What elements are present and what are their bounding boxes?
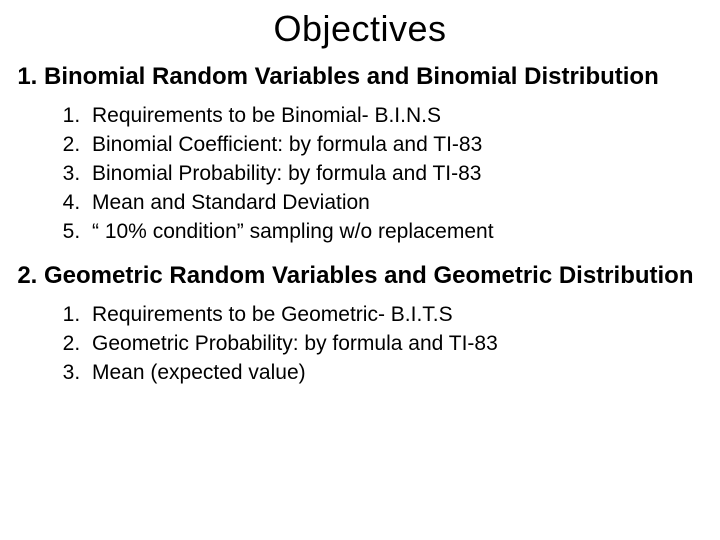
section-2: Geometric Random Variables and Geometric… xyxy=(44,261,708,388)
list-item: Requirements to be Binomial- B.I.N.S xyxy=(86,102,708,131)
section-1: Binomial Random Variables and Binomial D… xyxy=(44,62,708,247)
section-2-heading: Geometric Random Variables and Geometric… xyxy=(44,261,708,291)
section-1-heading: Binomial Random Variables and Binomial D… xyxy=(44,62,708,92)
section-2-sublist: Requirements to be Geometric- B.I.T.S Ge… xyxy=(44,301,708,388)
list-item: Geometric Probability: by formula and TI… xyxy=(86,330,708,359)
section-1-sublist: Requirements to be Binomial- B.I.N.S Bin… xyxy=(44,102,708,247)
list-item: Mean and Standard Deviation xyxy=(86,189,708,218)
list-item: Binomial Coefficient: by formula and TI-… xyxy=(86,131,708,160)
list-item: “ 10% condition” sampling w/o replacemen… xyxy=(86,218,708,247)
list-item: Binomial Probability: by formula and TI-… xyxy=(86,160,708,189)
list-item: Mean (expected value) xyxy=(86,359,708,388)
list-item: Requirements to be Geometric- B.I.T.S xyxy=(86,301,708,330)
main-ordered-list: Binomial Random Variables and Binomial D… xyxy=(12,62,708,388)
page-title: Objectives xyxy=(12,8,708,50)
